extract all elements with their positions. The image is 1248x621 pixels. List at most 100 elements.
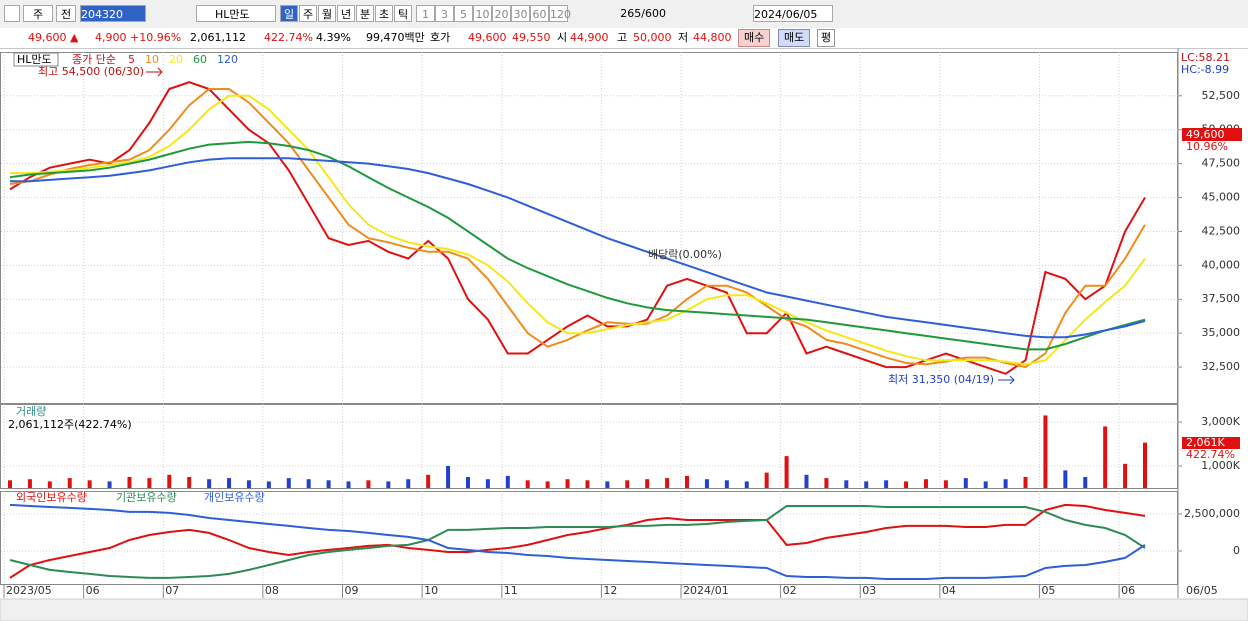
low: 44,800 (693, 31, 732, 44)
stock-name[interactable]: HL만도 (196, 5, 276, 22)
count-button[interactable]: 120 (549, 5, 571, 22)
ask: 49,600 (468, 31, 507, 44)
volume-bar (1103, 426, 1108, 488)
y-tick-label: 42,500 (1202, 224, 1241, 237)
volume-bar (167, 474, 172, 488)
y-tick-label: 52,500 (1202, 89, 1241, 102)
volume-bar (87, 480, 92, 488)
sell-button[interactable]: 매도 (778, 29, 811, 47)
y-tick-label: 37,500 (1202, 292, 1241, 305)
unit-button[interactable]: 일 (280, 5, 298, 22)
date[interactable]: 2024/06/05 (753, 5, 833, 22)
x-tick-label: 05 (1041, 584, 1055, 597)
view-count: 265/600 (612, 5, 668, 22)
series-line (9, 88, 1146, 369)
volume-bar (585, 480, 590, 488)
code-input[interactable]: 204320 (80, 5, 146, 22)
volume-bar (565, 479, 570, 488)
volume-bar (346, 481, 351, 488)
y-tick-label: 3,000K (1201, 415, 1240, 428)
volume-bar (545, 481, 550, 488)
volume-bar (764, 472, 769, 488)
legend-entry: 외국인보유수량 (16, 491, 87, 504)
last-price-box (1182, 128, 1242, 141)
count-button[interactable]: 30 (511, 5, 530, 22)
volume-bar (426, 474, 431, 488)
volume-bar (465, 477, 470, 488)
series-line (9, 81, 1146, 375)
icon[interactable] (4, 5, 20, 22)
volume-bar (366, 480, 371, 488)
avg-button[interactable]: 평 (817, 29, 836, 47)
y-tick-label: 40,000 (1202, 258, 1241, 271)
volume-bar (147, 478, 152, 488)
annotation: 최고 54,500 (06/30) (38, 65, 144, 78)
x-tick-label: 08 (265, 584, 279, 597)
x-tick-label: 03 (862, 584, 876, 597)
volume-bar (804, 474, 809, 488)
legend-label: 종가 단순 (72, 53, 116, 66)
volume-bar (207, 479, 212, 488)
bid: 49,550 (512, 31, 551, 44)
right-label: LC:58.21 (1181, 51, 1230, 64)
buy-button[interactable]: 매수 (738, 29, 771, 47)
count-button[interactable]: 5 (454, 5, 473, 22)
volume-bar (127, 477, 132, 488)
turnover: 4.39% (316, 31, 351, 44)
unit-button[interactable]: 초 (375, 5, 393, 22)
legend-entry: 10 (145, 53, 159, 66)
volume: 2,061,112 (190, 31, 246, 44)
volume-bar (326, 480, 331, 488)
volume-bar (983, 481, 988, 488)
quote-label: 호가 (430, 31, 451, 44)
last-volume: 2,061K (1186, 436, 1225, 449)
right-label: HC:-8.99 (1181, 63, 1229, 76)
count-button[interactable]: 60 (530, 5, 549, 22)
unit-button[interactable]: 년 (337, 5, 355, 22)
unit-button[interactable]: 분 (356, 5, 374, 22)
volume-bar (406, 479, 411, 488)
unit-button[interactable]: 틱 (394, 5, 412, 22)
view: 265 (620, 7, 642, 20)
volume-bar (1063, 470, 1068, 488)
volume-bar (525, 480, 530, 488)
x-tick-label: 07 (165, 584, 179, 597)
y-tick-label: 32,500 (1202, 360, 1241, 373)
unit-button[interactable]: 월 (318, 5, 336, 22)
volume-bar (704, 479, 709, 488)
legend-entry: 기관보유수량 (116, 491, 177, 504)
prev[interactable]: 전 (56, 5, 76, 22)
count-button[interactable]: 1 (416, 5, 435, 22)
x-tick-label: 06 (1121, 584, 1135, 597)
legend-entry: 5 (128, 53, 135, 66)
series-line (9, 503, 1146, 579)
volume-bar (1003, 479, 1008, 488)
panel-frame (0, 52, 1178, 404)
open-label: 시 (557, 31, 568, 44)
count-button[interactable]: 20 (492, 5, 511, 22)
last-volume-box (1182, 437, 1240, 449)
view-total: /600 (641, 7, 666, 20)
legend-entry: 120 (217, 53, 238, 66)
last-price: 49,600 (1186, 128, 1225, 141)
count-button[interactable]: 10 (473, 5, 492, 22)
volume-bar (306, 479, 311, 488)
scrollbar (0, 598, 1248, 621)
legend-entry: 개인보유수량 (204, 491, 265, 504)
amount: 99,470백만 (366, 31, 425, 44)
legend-entry: 60 (193, 53, 207, 66)
series-line (9, 505, 1146, 579)
volume-bar (884, 480, 889, 488)
volume-bar (625, 480, 630, 488)
period[interactable]: 주 (23, 5, 53, 22)
volume-bar (824, 478, 829, 488)
volume-bar (505, 475, 510, 488)
low-label: 저 (678, 31, 689, 44)
volume-bar (27, 479, 32, 488)
legend-box (13, 52, 59, 67)
x-tick-label: 2023/05 (6, 584, 52, 597)
count-button[interactable]: 3 (435, 5, 454, 22)
unit-button[interactable]: 주 (299, 5, 317, 22)
volume-bar (107, 481, 112, 488)
